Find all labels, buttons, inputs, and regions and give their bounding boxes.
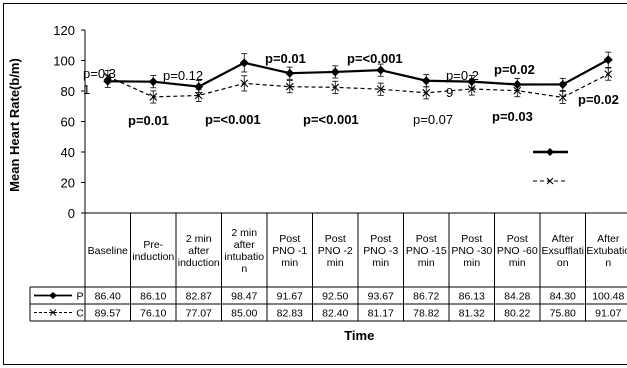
table-value: 86.40 — [95, 291, 121, 303]
annotation: p=<0.001 — [303, 112, 359, 127]
y-tick-label: 60 — [61, 115, 75, 130]
y-tick-label: 20 — [61, 176, 75, 191]
table-value: 91.07 — [595, 308, 621, 320]
annotation: p=0.07 — [413, 112, 453, 127]
y-tick-label: 80 — [61, 84, 75, 99]
annotation: 9 — [446, 85, 453, 100]
data-point — [148, 77, 158, 87]
table-value: 81.32 — [459, 308, 485, 320]
table-value: 98.47 — [231, 291, 257, 303]
table-value: 91.67 — [277, 291, 303, 303]
legend-marker-p — [546, 148, 554, 156]
annotation: p=0.02 — [494, 62, 535, 77]
annotation: p=0.2 — [446, 68, 479, 83]
table-value: 75.80 — [550, 308, 576, 320]
data-point — [240, 79, 249, 88]
data-point — [194, 82, 204, 92]
annotation: p=0.01 — [265, 51, 306, 66]
category-label: After Exsufflati on — [542, 233, 584, 269]
category-label: Post PNO -1 min — [272, 233, 307, 269]
data-point — [331, 83, 340, 92]
data-point — [376, 85, 385, 94]
table-value: 86.10 — [140, 291, 166, 303]
annotation: p=<0.001 — [347, 51, 403, 66]
annotation: p=<0.001 — [205, 112, 261, 127]
table-value: 81.17 — [368, 308, 394, 320]
category-label: 2 min after intubatio n — [224, 227, 264, 275]
legend-marker-c — [546, 177, 554, 185]
category-label: After Extubatio n — [586, 233, 627, 269]
table-value: 82.83 — [277, 308, 303, 320]
table-value: 86.72 — [413, 291, 439, 303]
table-value: 85.00 — [231, 308, 257, 320]
annotation: p=0.12 — [163, 68, 203, 83]
data-point — [194, 91, 203, 100]
data-point — [604, 70, 613, 79]
table-value: 89.57 — [95, 308, 121, 320]
data-point — [103, 72, 112, 81]
annotation: p=0.02 — [578, 92, 619, 107]
data-point — [467, 77, 477, 87]
table-value: 77.07 — [186, 308, 212, 320]
data-point — [467, 85, 476, 93]
table-value: 80.22 — [504, 308, 530, 320]
table-value: 86.13 — [459, 291, 485, 303]
table-value: 78.82 — [413, 308, 439, 320]
y-tick-label: 40 — [61, 145, 75, 160]
table-value: 84.28 — [504, 291, 530, 303]
table-value: 92.50 — [322, 291, 348, 303]
category-label: Baseline — [88, 245, 128, 257]
y-tick-label: 0 — [68, 206, 75, 221]
table-value: 82.40 — [322, 308, 348, 320]
x-axis-title: Time — [344, 328, 374, 343]
data-point — [376, 65, 386, 75]
table-value: 76.10 — [140, 308, 166, 320]
category-label: Pre-induction — [132, 239, 174, 263]
annotation: p=0.3 — [83, 66, 116, 81]
table-series-name: C — [76, 308, 84, 320]
data-point — [330, 67, 340, 77]
category-label: Post PNO -30 min — [451, 233, 492, 269]
y-tick-label: 100 — [53, 54, 75, 69]
annotation: p=0.03 — [492, 109, 533, 124]
category-label: Post PNO -15 min — [406, 233, 447, 269]
series-line-C — [107, 73, 609, 99]
data-point — [558, 93, 567, 102]
table-value: 100.48 — [592, 291, 624, 303]
data-point — [285, 68, 295, 78]
data-point — [422, 88, 431, 97]
table-value: 82.87 — [186, 291, 212, 303]
data-point — [513, 86, 522, 95]
data-point — [558, 79, 568, 89]
data-point — [149, 93, 158, 101]
category-label: 2 min after induction — [178, 233, 220, 269]
data-point — [239, 58, 249, 68]
chart-frame — [3, 3, 627, 365]
table-legend-marker — [49, 292, 57, 299]
data-point — [285, 82, 294, 91]
data-point — [421, 76, 431, 86]
table-legend-marker — [49, 309, 57, 316]
table-series-name: P — [76, 291, 83, 303]
category-label: Post PNO -3 min — [363, 233, 398, 269]
data-point — [603, 55, 613, 65]
annotation: p=0.01 — [128, 113, 169, 128]
annotation: 1 — [83, 82, 90, 97]
table-value: 84.30 — [550, 291, 576, 303]
category-label: Post PNO -2 min — [318, 233, 353, 269]
series-line-P — [107, 58, 609, 88]
table-value: 93.67 — [368, 291, 394, 303]
category-label: Post PNO -60 min — [497, 233, 538, 269]
y-tick-label: 120 — [53, 23, 75, 38]
y-axis-title: Mean Heart Rate(b/m) — [7, 58, 22, 192]
